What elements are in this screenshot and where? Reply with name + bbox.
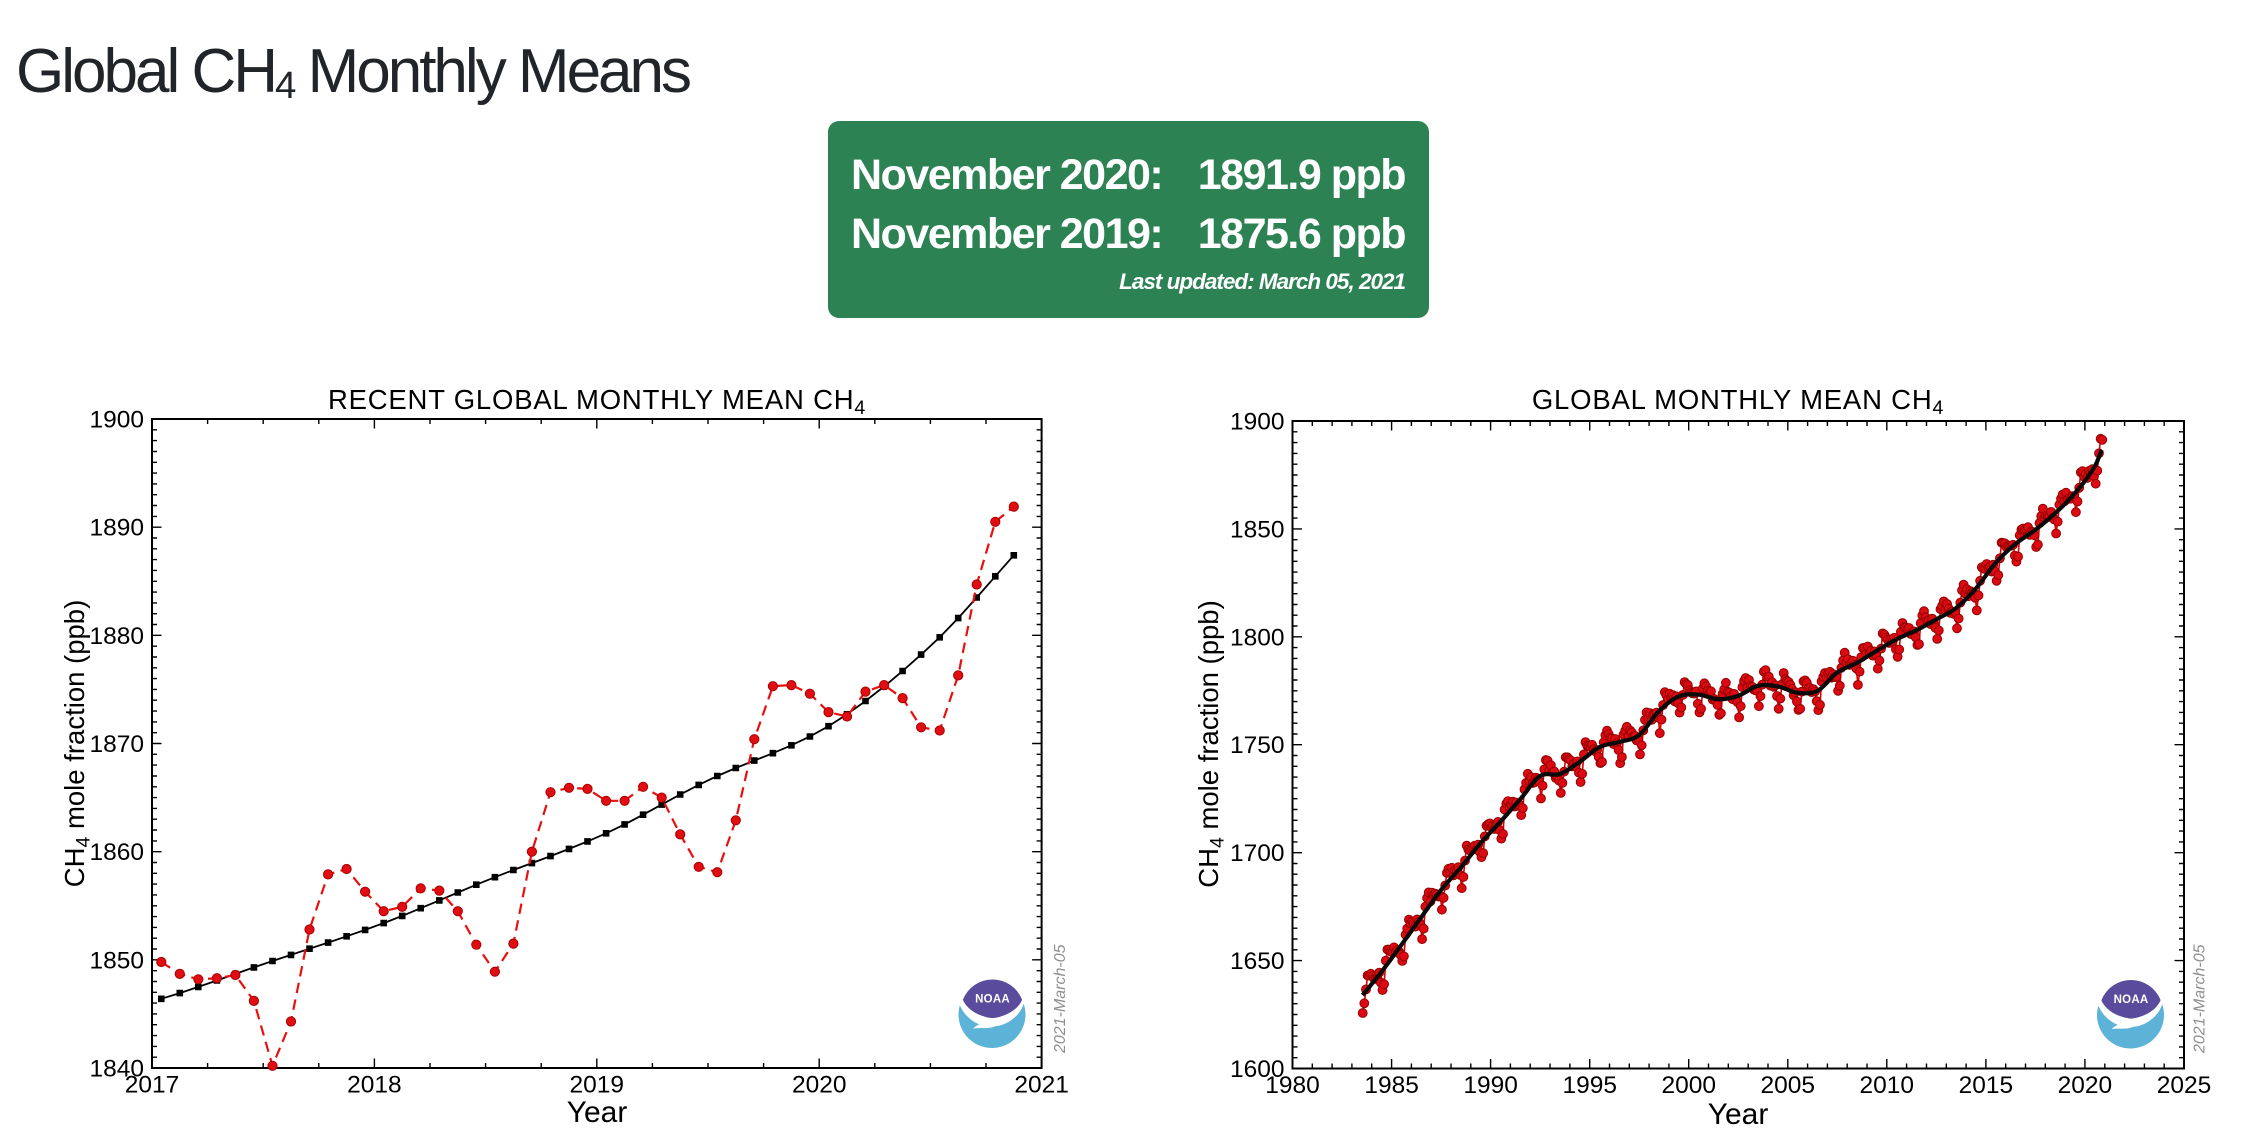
svg-text:2020: 2020 (2058, 1072, 2113, 1099)
svg-text:CH4 mole fraction (ppb): CH4 mole fraction (ppb) (1193, 600, 1229, 888)
svg-text:1995: 1995 (1562, 1072, 1617, 1099)
svg-text:1880: 1880 (89, 623, 144, 650)
svg-text:2005: 2005 (1761, 1072, 1816, 1099)
svg-text:1870: 1870 (89, 731, 144, 758)
svg-text:1860: 1860 (89, 839, 144, 866)
svg-text:GLOBAL MONTHLY MEAN CH4: GLOBAL MONTHLY MEAN CH4 (1532, 384, 1944, 419)
svg-text:2021-March-05: 2021-March-05 (2192, 944, 2209, 1054)
svg-text:1850: 1850 (1230, 516, 1285, 543)
svg-text:Year: Year (1708, 1098, 1769, 1131)
svg-text:2020: 2020 (792, 1072, 847, 1099)
svg-text:2017: 2017 (125, 1072, 180, 1099)
svg-text:2010: 2010 (1860, 1072, 1915, 1099)
svg-text:1700: 1700 (1230, 840, 1285, 867)
svg-text:2025: 2025 (2157, 1072, 2212, 1099)
svg-text:2000: 2000 (1661, 1072, 1716, 1099)
svg-text:1800: 1800 (1230, 624, 1285, 651)
svg-text:1840: 1840 (89, 1056, 144, 1083)
svg-text:1990: 1990 (1463, 1072, 1518, 1099)
svg-text:1890: 1890 (89, 515, 144, 542)
svg-text:1900: 1900 (1230, 409, 1285, 436)
svg-text:CH4 mole fraction (ppb): CH4 mole fraction (ppb) (59, 600, 95, 888)
svg-text:2015: 2015 (1959, 1072, 2014, 1099)
svg-text:Year: Year (567, 1096, 628, 1129)
svg-text:1600: 1600 (1230, 1056, 1285, 1083)
svg-text:1750: 1750 (1230, 732, 1285, 759)
svg-text:2019: 2019 (570, 1072, 625, 1099)
svg-text:1650: 1650 (1230, 948, 1285, 975)
svg-text:1985: 1985 (1364, 1072, 1419, 1099)
svg-text:2021: 2021 (1014, 1072, 1069, 1099)
svg-text:2021-March-05: 2021-March-05 (1052, 944, 1069, 1054)
svg-text:1900: 1900 (89, 407, 144, 434)
svg-text:RECENT GLOBAL MONTHLY MEAN CH4: RECENT GLOBAL MONTHLY MEAN CH4 (328, 384, 866, 419)
svg-text:2018: 2018 (347, 1072, 402, 1099)
svg-text:1850: 1850 (89, 947, 144, 974)
svg-text:1980: 1980 (1265, 1072, 1320, 1099)
